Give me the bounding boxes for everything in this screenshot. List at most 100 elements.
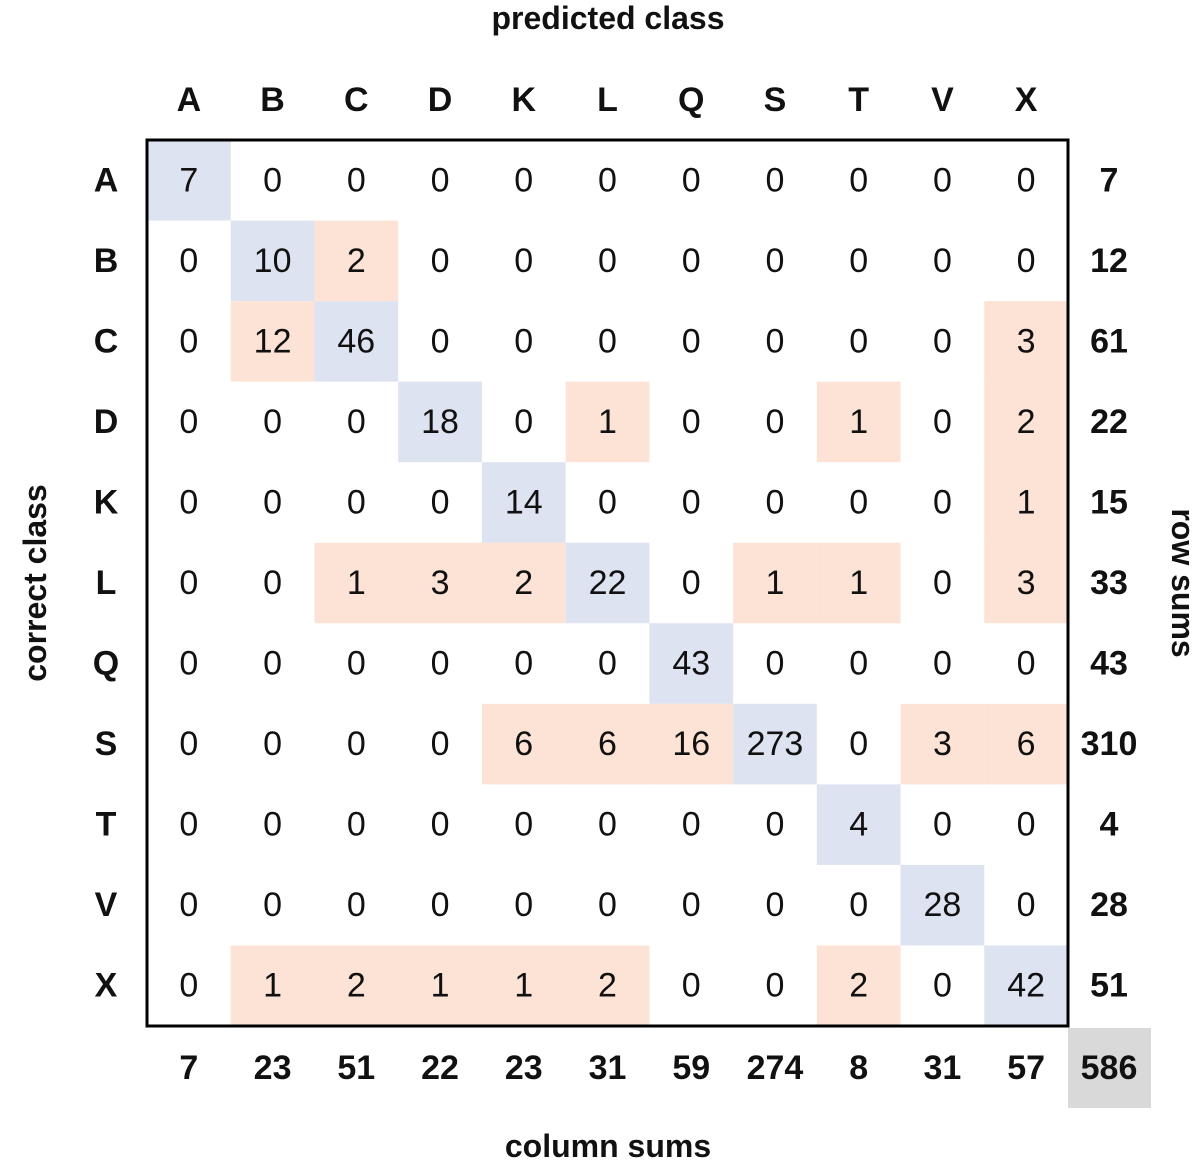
row-label: Q (93, 645, 119, 683)
cell-value: 0 (179, 322, 198, 360)
cell-value: 2 (347, 967, 366, 1005)
cell-value: 0 (1017, 242, 1036, 280)
cell-value: 1 (263, 967, 282, 1005)
cell-value: 0 (179, 806, 198, 844)
cell-value: 0 (431, 483, 450, 521)
cell-background (900, 864, 985, 946)
cell-value: 0 (1017, 806, 1036, 844)
cell-background (481, 542, 566, 624)
column-sum: 59 (672, 1049, 710, 1087)
cell-value: 1 (514, 967, 533, 1005)
cell-background (816, 945, 901, 1026)
column-sum: 31 (589, 1049, 627, 1087)
cell-background (900, 703, 985, 785)
cell-value: 28 (923, 886, 961, 924)
cell-background (398, 542, 482, 624)
cell-value: 0 (598, 645, 617, 683)
cell-value: 0 (263, 806, 282, 844)
cell-value: 0 (263, 403, 282, 441)
cell-value: 0 (1017, 886, 1036, 924)
total-background (1068, 1028, 1151, 1108)
cell-background (481, 703, 566, 785)
cell-value: 0 (682, 483, 701, 521)
row-sum: 4 (1100, 806, 1119, 844)
row-label: V (95, 886, 118, 924)
cell-background (565, 703, 650, 785)
row-label: C (94, 322, 119, 360)
cell-background (481, 462, 566, 543)
cell-value: 0 (347, 161, 366, 199)
column-sum: 8 (849, 1049, 868, 1087)
cell-background (984, 703, 1068, 785)
row-label: D (94, 403, 119, 441)
cell-value: 3 (1017, 322, 1036, 360)
cell-value: 0 (765, 645, 784, 683)
row-label: X (95, 967, 118, 1005)
cell-value: 0 (933, 806, 952, 844)
cell-value: 0 (682, 242, 701, 280)
column-label: B (260, 81, 285, 119)
cell-value: 0 (598, 242, 617, 280)
cell-value: 0 (514, 886, 533, 924)
cell-value: 0 (347, 806, 366, 844)
row-label: T (96, 806, 117, 844)
row-sum: 7 (1100, 161, 1119, 199)
cell-value: 0 (263, 483, 282, 521)
row-sum: 15 (1090, 483, 1128, 521)
cell-value: 0 (849, 645, 868, 683)
cell-value: 0 (849, 483, 868, 521)
cell-value: 0 (263, 564, 282, 602)
column-label: A (177, 81, 202, 119)
cell-value: 0 (179, 564, 198, 602)
cell-value: 0 (431, 242, 450, 280)
cell-value: 0 (849, 725, 868, 763)
row-sum: 61 (1090, 322, 1128, 360)
row-label: K (94, 483, 119, 521)
cell-value: 1 (1017, 483, 1036, 521)
cell-background (649, 703, 734, 785)
cell-value: 0 (849, 242, 868, 280)
cell-value: 0 (682, 161, 701, 199)
cell-backgrounds (147, 140, 1151, 1108)
row-sum: 43 (1090, 645, 1128, 683)
column-sum: 23 (505, 1049, 543, 1087)
cell-value: 0 (933, 483, 952, 521)
cell-value: 0 (765, 403, 784, 441)
cell-value: 6 (514, 725, 533, 763)
cell-value: 0 (933, 645, 952, 683)
cell-value: 16 (672, 725, 710, 763)
cell-value: 1 (849, 564, 868, 602)
cell-background (984, 542, 1068, 624)
cell-value: 0 (598, 886, 617, 924)
cell-background (230, 301, 315, 382)
row-sums-label: row sums (1165, 508, 1200, 657)
cell-value: 0 (347, 403, 366, 441)
cell-background (649, 623, 734, 704)
cell-value: 14 (505, 483, 543, 521)
column-sum: 22 (421, 1049, 459, 1087)
cell-value: 0 (263, 886, 282, 924)
cell-background (398, 945, 482, 1026)
cell-value: 0 (179, 645, 198, 683)
cell-value: 1 (598, 403, 617, 441)
column-sums-label: column sums (505, 1128, 711, 1164)
cell-value: 0 (263, 645, 282, 683)
row-sum: 22 (1090, 403, 1128, 441)
cell-value: 0 (179, 967, 198, 1005)
cell-background (984, 301, 1068, 382)
column-sum: 274 (747, 1049, 804, 1087)
column-label: V (931, 81, 954, 119)
cell-value: 0 (933, 242, 952, 280)
row-label: B (94, 242, 119, 280)
cell-value: 0 (263, 725, 282, 763)
cell-background (816, 542, 901, 624)
cell-value: 0 (431, 322, 450, 360)
column-label: D (428, 81, 453, 119)
cell-value: 18 (421, 403, 459, 441)
cell-value: 0 (514, 645, 533, 683)
cell-value: 0 (431, 161, 450, 199)
cell-value: 0 (598, 322, 617, 360)
cell-value: 0 (682, 967, 701, 1005)
cell-value: 0 (347, 886, 366, 924)
cell-background (565, 381, 650, 463)
